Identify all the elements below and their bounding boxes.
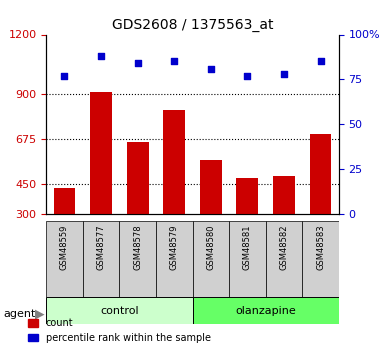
Text: ▶: ▶ bbox=[35, 307, 44, 321]
Bar bbox=[54, 188, 75, 214]
Title: GDS2608 / 1375563_at: GDS2608 / 1375563_at bbox=[112, 18, 273, 32]
FancyBboxPatch shape bbox=[156, 221, 192, 297]
FancyBboxPatch shape bbox=[266, 221, 302, 297]
Text: GSM48577: GSM48577 bbox=[97, 225, 105, 270]
Text: GSM48581: GSM48581 bbox=[243, 225, 252, 270]
Bar bbox=[163, 110, 185, 214]
Point bbox=[318, 59, 324, 64]
FancyBboxPatch shape bbox=[302, 221, 339, 297]
Bar bbox=[90, 92, 112, 214]
FancyBboxPatch shape bbox=[229, 221, 266, 297]
Text: olanzapine: olanzapine bbox=[235, 306, 296, 315]
FancyBboxPatch shape bbox=[83, 221, 119, 297]
Text: GSM48559: GSM48559 bbox=[60, 225, 69, 270]
Point bbox=[244, 73, 251, 79]
Bar bbox=[273, 176, 295, 214]
Bar bbox=[200, 160, 222, 214]
Text: control: control bbox=[100, 306, 139, 315]
Text: GSM48578: GSM48578 bbox=[133, 225, 142, 270]
Bar bbox=[236, 178, 258, 214]
FancyBboxPatch shape bbox=[46, 221, 83, 297]
FancyBboxPatch shape bbox=[46, 297, 192, 324]
Point bbox=[281, 71, 287, 77]
Point bbox=[208, 66, 214, 71]
Point bbox=[98, 53, 104, 59]
Bar bbox=[310, 134, 331, 214]
Text: GSM48580: GSM48580 bbox=[206, 225, 215, 270]
Text: GSM48579: GSM48579 bbox=[170, 225, 179, 270]
Text: GSM48582: GSM48582 bbox=[280, 225, 288, 270]
FancyBboxPatch shape bbox=[192, 221, 229, 297]
FancyBboxPatch shape bbox=[192, 297, 339, 324]
FancyBboxPatch shape bbox=[119, 221, 156, 297]
Bar bbox=[127, 142, 149, 214]
Text: GSM48583: GSM48583 bbox=[316, 225, 325, 270]
Point bbox=[61, 73, 68, 79]
Point bbox=[171, 59, 177, 64]
Point bbox=[135, 60, 141, 66]
Legend: count, percentile rank within the sample: count, percentile rank within the sample bbox=[24, 314, 214, 345]
Text: agent: agent bbox=[4, 309, 36, 319]
